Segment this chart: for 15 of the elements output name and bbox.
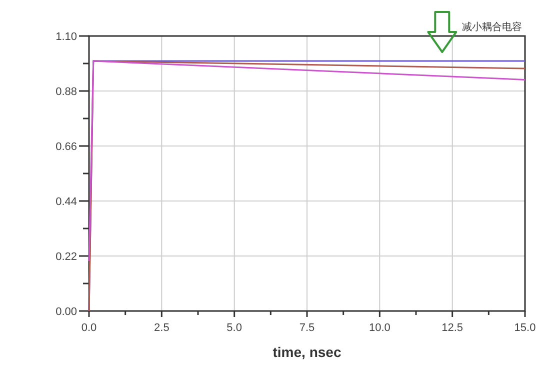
y-tick-label: 0.44 [56,196,77,208]
x-tick-label: 2.5 [154,322,170,334]
x-axis-title: time, nsec [272,344,342,360]
y-tick-label: 0.00 [56,306,77,318]
x-tick-label: 5.0 [226,322,242,334]
x-tick-label: 15.0 [514,322,536,334]
y-tick-label: 0.22 [56,251,77,263]
x-tick-label: 0.0 [81,322,97,334]
y-tick-label: 0.88 [56,86,77,98]
y-tick-label: 0.66 [56,141,77,153]
y-tick-label: 1.10 [56,31,77,43]
x-tick-label: 12.5 [442,322,464,334]
text: 减小耦合电容 [462,21,522,33]
x-tick-label: 10.0 [368,322,390,334]
x-tick-label: 7.5 [299,322,315,334]
